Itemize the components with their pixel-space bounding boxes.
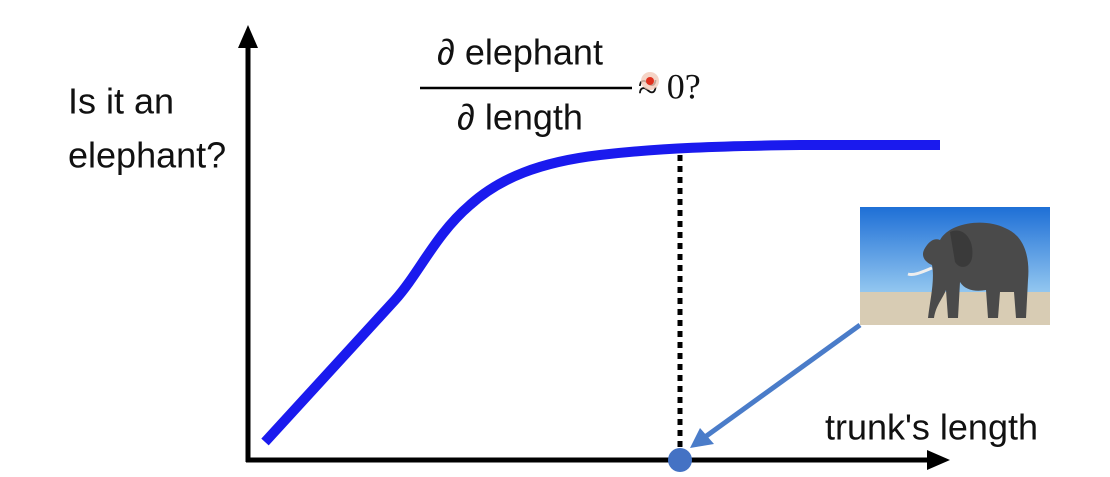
y-axis-arrow bbox=[238, 25, 258, 48]
elephant-image bbox=[860, 207, 1050, 325]
curve bbox=[261, 140, 940, 446]
x-axis-arrow bbox=[927, 450, 950, 470]
y-label-line: elephant? bbox=[68, 135, 226, 176]
pointer-arrow bbox=[703, 322, 862, 440]
x-label: trunk's length bbox=[825, 407, 1038, 448]
fraction-numerator: ∂ elephant bbox=[437, 32, 603, 73]
fraction-denominator: ∂ length bbox=[457, 97, 583, 138]
y-label-line: Is it an bbox=[68, 81, 174, 122]
cursor-dot bbox=[646, 77, 654, 85]
point bbox=[668, 448, 692, 472]
pointer-arrow-head bbox=[690, 428, 714, 448]
